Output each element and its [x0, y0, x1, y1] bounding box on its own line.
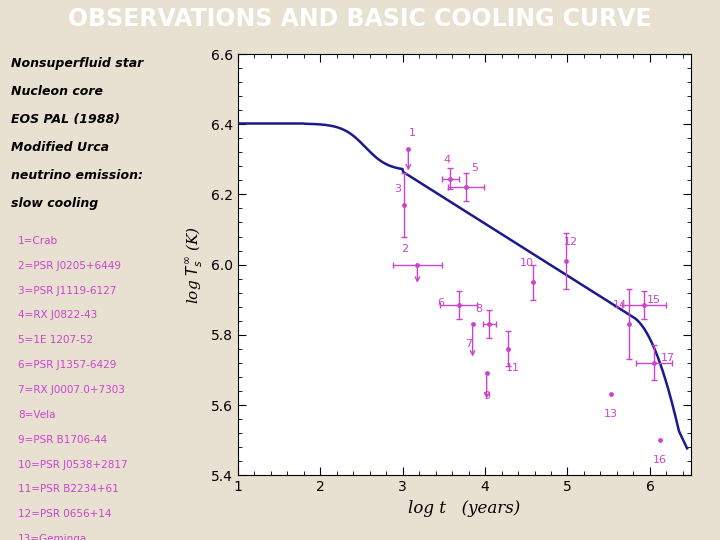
- Text: Modified Urca: Modified Urca: [11, 141, 109, 154]
- Text: neutrino emission:: neutrino emission:: [11, 169, 143, 182]
- Text: 10=PSR J0538+2817: 10=PSR J0538+2817: [18, 460, 127, 470]
- Text: OBSERVATIONS AND BASIC COOLING CURVE: OBSERVATIONS AND BASIC COOLING CURVE: [68, 8, 652, 31]
- Text: 12=PSR 0656+14: 12=PSR 0656+14: [18, 509, 112, 519]
- Text: 3: 3: [394, 184, 401, 194]
- Text: 4=RX J0822-43: 4=RX J0822-43: [18, 310, 97, 321]
- Text: 1=Crab: 1=Crab: [18, 236, 58, 246]
- Text: 17: 17: [661, 353, 675, 363]
- X-axis label: log t   (years): log t (years): [408, 500, 521, 517]
- Text: 1: 1: [409, 128, 416, 138]
- Text: Nonsuperfluid star: Nonsuperfluid star: [11, 57, 143, 70]
- Text: EOS PAL (1988): EOS PAL (1988): [11, 113, 120, 126]
- Text: 6=PSR J1357-6429: 6=PSR J1357-6429: [18, 360, 117, 370]
- Text: 16: 16: [653, 455, 667, 465]
- Text: 7: 7: [465, 339, 472, 349]
- Text: 5=1E 1207-52: 5=1E 1207-52: [18, 335, 93, 346]
- Text: 7=RX J0007.0+7303: 7=RX J0007.0+7303: [18, 385, 125, 395]
- Text: 5: 5: [471, 163, 478, 173]
- Text: 11: 11: [506, 363, 520, 374]
- Text: 9=PSR B1706-44: 9=PSR B1706-44: [18, 435, 107, 445]
- Text: 13=Geminga: 13=Geminga: [18, 534, 87, 540]
- Text: 12: 12: [564, 237, 578, 247]
- Text: 15: 15: [647, 295, 661, 305]
- Text: 6: 6: [437, 299, 444, 308]
- Text: 14: 14: [613, 300, 626, 310]
- Text: slow cooling: slow cooling: [11, 197, 98, 210]
- Text: 4: 4: [444, 154, 451, 165]
- Y-axis label: log $T_s^\infty$ (K): log $T_s^\infty$ (K): [184, 226, 205, 303]
- Text: 9: 9: [483, 392, 490, 402]
- Text: 13: 13: [604, 409, 618, 419]
- Text: 10: 10: [520, 258, 534, 268]
- Text: 2=PSR J0205+6449: 2=PSR J0205+6449: [18, 261, 121, 271]
- Text: 8=Vela: 8=Vela: [18, 410, 55, 420]
- Text: 11=PSR B2234+61: 11=PSR B2234+61: [18, 484, 119, 495]
- Text: 2: 2: [400, 244, 408, 254]
- Text: 3=PSR J1119-6127: 3=PSR J1119-6127: [18, 286, 117, 296]
- Text: 8: 8: [475, 303, 482, 314]
- Text: Nucleon core: Nucleon core: [11, 85, 103, 98]
